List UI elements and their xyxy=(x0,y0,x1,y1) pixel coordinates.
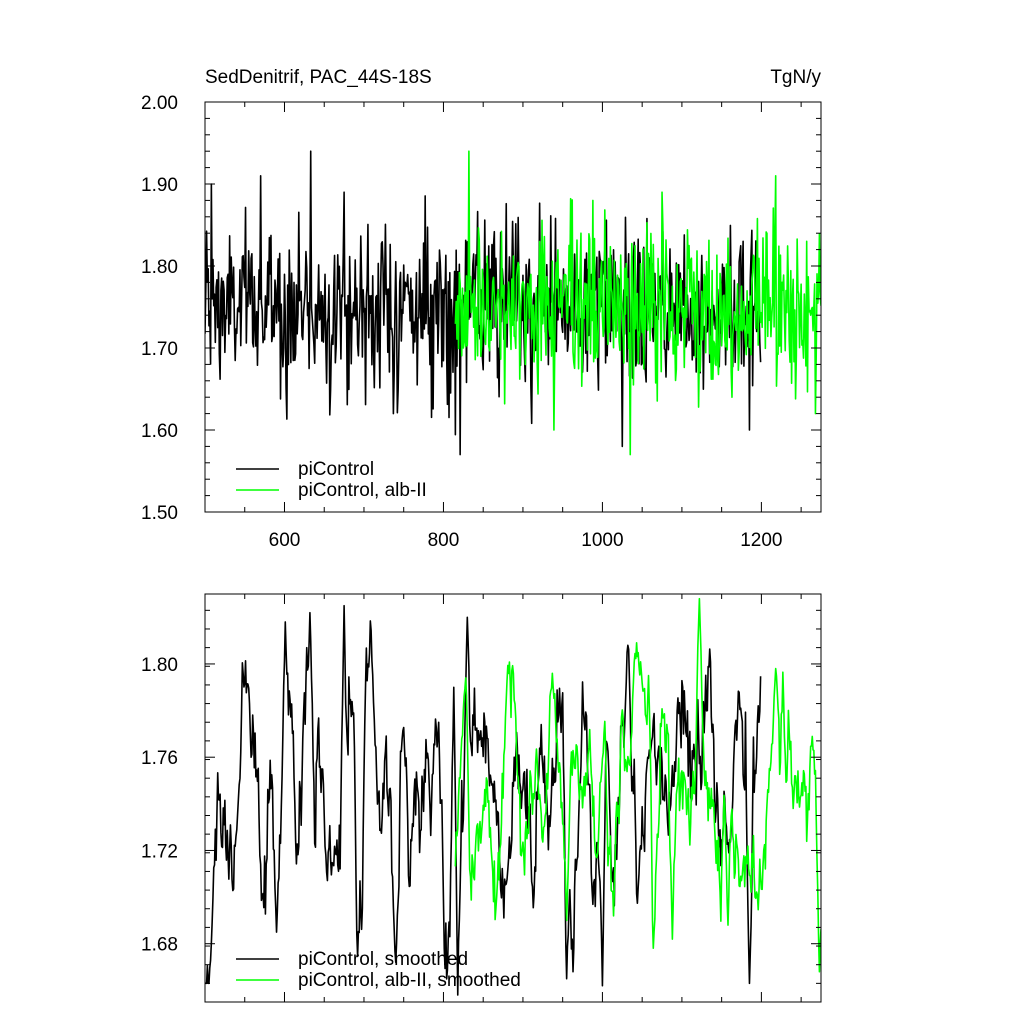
bottom-axes: 1.68 1.72 1.76 1.80 xyxy=(141,593,822,1003)
top-y-tick-label: 1.60 xyxy=(141,421,178,442)
top-series-line-1 xyxy=(205,150,762,456)
bottom-plot-frame xyxy=(204,593,822,1003)
bottom-legend-label-1: piControl, smoothed xyxy=(298,949,468,970)
top-y-tick-label: 1.90 xyxy=(141,175,178,196)
top-panel: SedDenitrif, PAC_44S-18S TgN/y 600 800 100… xyxy=(141,67,822,551)
bottom-y-tick-label: 1.72 xyxy=(141,841,178,862)
top-x-tick-label: 1200 xyxy=(740,530,782,551)
top-y-tick-label: 1.70 xyxy=(141,339,178,360)
units-label: TgN/y xyxy=(770,67,821,88)
top-x-tick-label: 1000 xyxy=(581,530,623,551)
top-series-lines xyxy=(205,150,821,456)
bottom-series-line-1 xyxy=(205,604,762,996)
top-x-tick-label: 800 xyxy=(428,530,460,551)
chart-title: SedDenitrif, PAC_44S-18S xyxy=(205,67,432,88)
top-series-line-2 xyxy=(454,150,821,456)
top-legend-label-2: piControl, alb-II xyxy=(298,480,427,501)
bottom-y-tick-label: 1.76 xyxy=(141,748,178,769)
top-y-tick-label: 2.00 xyxy=(141,93,178,114)
bottom-legend-label-2: piControl, alb-II, smoothed xyxy=(298,970,521,991)
bottom-y-tick-label: 1.80 xyxy=(141,655,178,676)
bottom-panel: 1.68 1.72 1.76 1.80 piControl, smoothedpiCo… xyxy=(141,593,822,1003)
bottom-y-tick-label: 1.68 xyxy=(141,935,178,956)
top-plot-frame xyxy=(204,101,822,513)
top-axes: 600 800 1000 1200 1.50 1.60 1.70 1.80 1.90 2.00 xyxy=(141,93,822,551)
bottom-series-lines xyxy=(205,597,821,996)
bottom-series-line-2 xyxy=(454,597,821,973)
top-x-tick-label: 600 xyxy=(269,530,301,551)
top-y-tick-label: 1.80 xyxy=(141,257,178,278)
top-y-tick-label: 1.50 xyxy=(141,503,178,524)
top-legend-label-1: piControl xyxy=(298,459,374,480)
